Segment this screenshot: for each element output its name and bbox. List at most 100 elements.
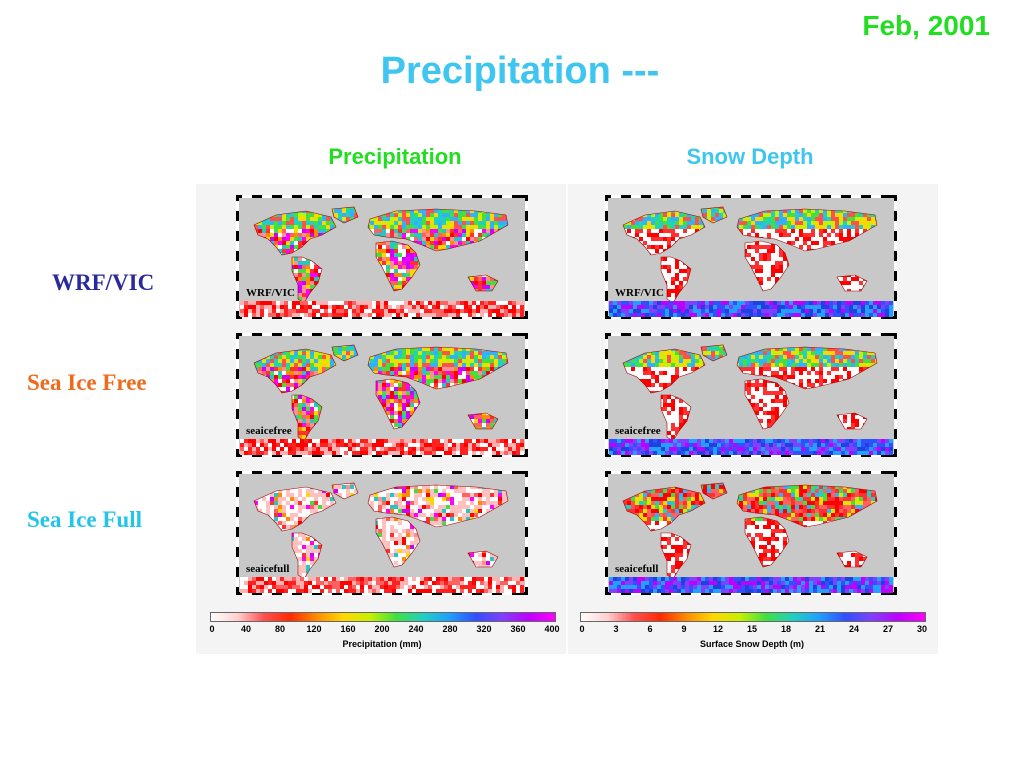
land-pixel xyxy=(486,423,490,427)
land-pixel xyxy=(386,509,390,513)
land-pixel xyxy=(318,501,322,505)
land-pixel xyxy=(402,391,406,395)
land-pixel xyxy=(302,297,306,301)
country-border xyxy=(367,346,509,390)
land-pixel xyxy=(382,505,386,509)
antarctica-pixel xyxy=(400,301,404,305)
land-pixel xyxy=(398,391,402,395)
land-pixel xyxy=(490,489,494,493)
land-pixel xyxy=(386,379,390,383)
land-pixel xyxy=(442,225,446,229)
frame-tick xyxy=(525,281,528,291)
land-pixel xyxy=(398,395,402,399)
antarctica-pixel xyxy=(328,447,332,451)
land-pixel xyxy=(274,493,278,497)
antarctica-pixel xyxy=(264,309,268,313)
land-pixel xyxy=(302,273,306,277)
frame-tick xyxy=(382,454,392,457)
antarctica-pixel xyxy=(468,451,472,455)
land-pixel xyxy=(414,265,418,269)
land-pixel xyxy=(494,359,498,363)
antarctica-pixel xyxy=(332,309,336,313)
land-pixel xyxy=(486,233,490,237)
land-pixel xyxy=(382,509,386,513)
land-pixel xyxy=(258,221,262,225)
land-pixel xyxy=(426,363,430,367)
frame-tick xyxy=(502,471,512,474)
land-pixel xyxy=(494,501,498,505)
land-pixel xyxy=(450,233,454,237)
antarctica-pixel xyxy=(512,451,516,455)
antarctica-pixel xyxy=(464,451,468,455)
antarctica-pixel xyxy=(368,447,372,451)
land-pixel xyxy=(398,229,402,233)
antarctica-pixel xyxy=(372,451,376,455)
land-pixel xyxy=(258,501,262,505)
land-pixel xyxy=(378,363,382,367)
land-pixel xyxy=(318,233,322,237)
land-pixel xyxy=(350,347,354,351)
antarctica-pixel xyxy=(416,447,420,451)
land-pixel xyxy=(258,363,262,367)
antarctica-pixel xyxy=(352,451,356,455)
land-pixel xyxy=(410,505,414,509)
land-pixel xyxy=(406,359,410,363)
land-pixel xyxy=(306,351,310,355)
antarctica-pixel xyxy=(296,305,300,309)
land-pixel xyxy=(306,403,310,407)
land-pixel xyxy=(410,407,414,411)
land-pixel xyxy=(382,241,386,245)
land-pixel xyxy=(314,415,318,419)
land-pixel xyxy=(290,233,294,237)
land-pixel xyxy=(290,521,294,525)
land-pixel xyxy=(290,237,294,241)
antarctica-pixel xyxy=(352,305,356,309)
antarctica-pixel xyxy=(280,305,284,309)
land-pixel xyxy=(306,513,310,517)
antarctica-pixel xyxy=(432,301,436,305)
land-pixel xyxy=(430,355,434,359)
land-pixel xyxy=(486,213,490,217)
antarctica-pixel xyxy=(356,313,360,317)
land-pixel xyxy=(446,355,450,359)
antarctica-pixel xyxy=(432,447,436,451)
land-pixel xyxy=(390,351,394,355)
land-pixel xyxy=(306,411,310,415)
land-pixel xyxy=(486,497,490,501)
land-pixel xyxy=(314,407,318,411)
frame-tick xyxy=(362,333,372,336)
land-pixel xyxy=(442,245,446,249)
land-pixel xyxy=(430,521,434,525)
land-pixel xyxy=(422,485,426,489)
antarctica-pixel xyxy=(320,443,324,447)
antarctica-pixel xyxy=(412,309,416,313)
antarctica-pixel xyxy=(388,309,392,313)
land-pixel xyxy=(350,483,354,485)
land-pixel xyxy=(482,363,486,367)
row-label-sea-ice-free: Sea Ice Free xyxy=(27,370,147,395)
land-pixel xyxy=(370,225,374,229)
land-pixel xyxy=(502,217,506,221)
land-pixel xyxy=(422,363,426,367)
antarctica-pixel xyxy=(268,301,272,305)
antarctica-pixel xyxy=(276,443,280,447)
land-pixel xyxy=(374,497,378,501)
land-pixel xyxy=(386,391,390,395)
land-pixel xyxy=(282,375,286,379)
frame-tick xyxy=(282,316,292,319)
land-pixel xyxy=(442,383,446,387)
land-pixel xyxy=(394,217,398,221)
antarctica-pixel xyxy=(400,305,404,309)
land-pixel xyxy=(298,289,302,293)
land-pixel xyxy=(382,493,386,497)
antarctica-pixel xyxy=(472,309,476,313)
frame-tick xyxy=(482,316,492,319)
land-pixel xyxy=(482,419,486,423)
land-pixel xyxy=(386,521,390,525)
antarctica-pixel xyxy=(248,439,252,443)
land-pixel xyxy=(386,493,390,497)
antarctica-pixel xyxy=(400,439,404,443)
frame-tick xyxy=(422,471,432,474)
antarctica-pixel xyxy=(436,305,440,309)
land-pixel xyxy=(274,363,278,367)
